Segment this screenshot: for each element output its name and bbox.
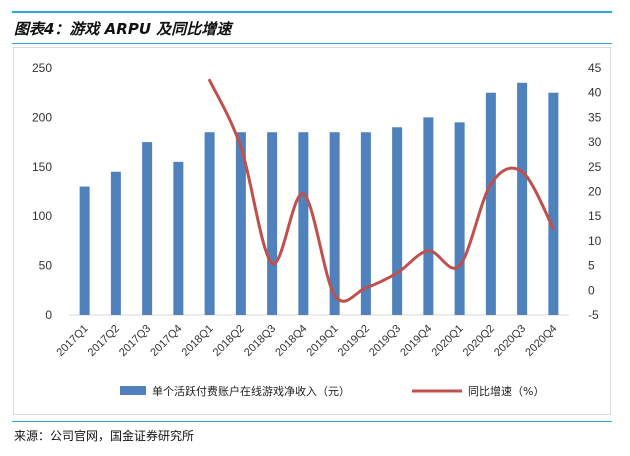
bar	[454, 122, 465, 315]
x-tick-label: 2019Q3	[367, 323, 403, 359]
combo-chart: 0 50 100 150 200 250 -5 0 5 10 15 20 25 30 35 40 45 2017Q…	[32, 61, 602, 398]
chart-frame: 0 50 100 150 200 250 -5 0 5 10 15 20 25 30 35 40 45 2017Q…	[13, 47, 611, 415]
right-tick-label: 0	[588, 283, 595, 297]
bar	[392, 127, 403, 315]
source-note: 来源：公司官网，国金证券研究所	[14, 429, 195, 443]
right-tick-label: 30	[588, 135, 602, 149]
bar	[235, 132, 246, 315]
bar	[298, 132, 309, 315]
right-tick-label: 15	[588, 209, 602, 223]
bar	[423, 117, 434, 316]
bar	[110, 171, 121, 315]
series-line	[208, 78, 555, 303]
x-tick-label: 2020Q1	[430, 323, 466, 359]
bar	[329, 132, 340, 315]
title-rule	[12, 43, 612, 44]
right-tick-label: -5	[588, 308, 599, 322]
x-tick-label: 2020Q2	[461, 323, 497, 359]
bar	[142, 142, 153, 315]
right-tick-label: 40	[588, 86, 602, 100]
left-tick-label: 50	[39, 259, 53, 273]
top-rule	[12, 11, 612, 13]
bar	[267, 132, 278, 315]
right-tick-label: 25	[588, 160, 602, 174]
x-tick-label: 2017Q2	[86, 323, 122, 359]
right-tick-label: 10	[588, 234, 602, 248]
right-tick-label: 5	[588, 259, 595, 273]
figure-title: 图表4：游戏 ARPU 及同比增速	[14, 20, 232, 38]
x-tick-label: 2019Q4	[398, 323, 434, 359]
x-tick-label: 2020Q4	[523, 323, 559, 359]
bar	[360, 132, 371, 315]
bar	[204, 132, 215, 315]
bar	[548, 92, 559, 315]
x-tick-label: 2018Q3	[242, 323, 278, 359]
left-tick-label: 100	[32, 209, 52, 223]
legend-label-line: 同比增速（%）	[468, 384, 544, 398]
x-tick-label: 2019Q2	[336, 323, 372, 359]
right-tick-label: 45	[588, 61, 602, 75]
x-tick-label: 2019Q1	[305, 323, 341, 359]
legend-swatch-bar	[120, 386, 146, 395]
legend-label-bar: 单个活跃付费账户在线游戏净收入（元）	[152, 384, 350, 398]
left-tick-label: 250	[32, 61, 52, 75]
x-tick-label: 2018Q2	[211, 323, 247, 359]
x-tick-label: 2017Q4	[148, 323, 184, 359]
bar	[173, 161, 184, 315]
x-tick-label: 2018Q4	[273, 323, 309, 359]
x-tick-label: 2020Q3	[492, 323, 528, 359]
x-tick-label: 2018Q1	[180, 323, 216, 359]
bottom-rule	[12, 421, 612, 422]
x-tick-label: 2017Q3	[117, 323, 153, 359]
left-tick-label: 200	[32, 110, 52, 124]
bar	[517, 82, 528, 315]
x-tick-label: 2017Q1	[55, 323, 91, 359]
bar	[79, 186, 90, 315]
right-tick-label: 35	[588, 110, 602, 124]
bar	[485, 92, 496, 315]
right-tick-label: 20	[588, 185, 602, 199]
left-tick-label: 0	[45, 308, 52, 322]
left-tick-label: 150	[32, 160, 52, 174]
